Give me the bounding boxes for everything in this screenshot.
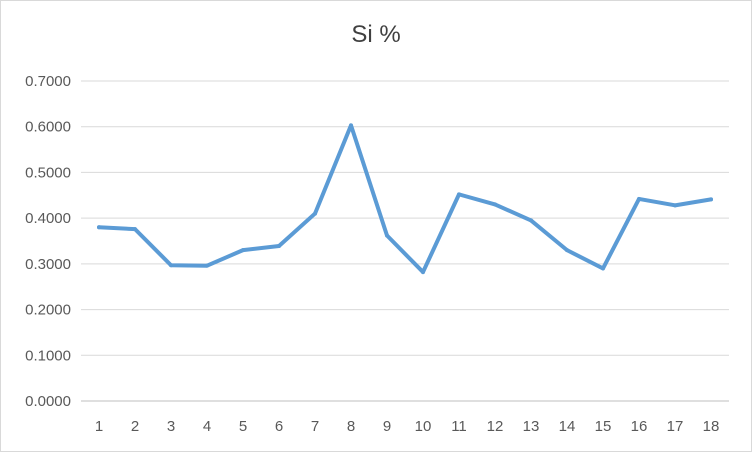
data-point: [421, 270, 425, 275]
data-point: [457, 192, 461, 197]
series-line: [97, 123, 713, 275]
y-tick-label: 0.5000: [25, 164, 71, 181]
x-tick-label: 15: [595, 418, 612, 435]
data-point: [637, 196, 641, 201]
data-point: [349, 123, 353, 128]
x-tick-label: 5: [239, 418, 247, 435]
data-point: [673, 203, 677, 208]
y-tick-label: 0.2000: [25, 302, 71, 319]
data-point: [97, 225, 101, 230]
chart-title: Si %: [351, 21, 401, 48]
x-tick-label: 16: [631, 418, 648, 435]
data-point: [133, 227, 137, 232]
data-point: [493, 202, 497, 207]
data-point: [313, 211, 317, 216]
x-tick-label: 10: [415, 418, 432, 435]
y-tick-label: 0.7000: [25, 73, 71, 90]
y-tick-label: 0.1000: [25, 347, 71, 364]
data-point: [601, 266, 605, 271]
x-tick-label: 11: [451, 418, 467, 435]
data-point: [277, 244, 281, 249]
data-point: [709, 197, 713, 202]
x-tick-label: 8: [347, 418, 355, 435]
x-tick-label: 13: [523, 418, 540, 435]
data-point: [205, 263, 209, 268]
x-tick-label: 2: [131, 418, 139, 435]
x-tick-label: 1: [95, 418, 103, 435]
x-tick-label: 17: [667, 418, 684, 435]
x-tick-label: 18: [703, 418, 720, 435]
x-tick-label: 9: [383, 418, 391, 435]
x-tick-label: 6: [275, 418, 283, 435]
y-tick-label: 0.6000: [25, 119, 71, 136]
data-point: [565, 248, 569, 253]
y-tick-label: 0.3000: [25, 256, 71, 273]
data-point: [169, 263, 173, 268]
data-point: [241, 248, 245, 253]
data-point: [529, 218, 533, 223]
x-tick-label: 4: [203, 418, 211, 435]
series-layer: [97, 123, 713, 275]
x-tick-label: 12: [487, 418, 504, 435]
x-axis-tick-labels: 1 2 3 4 5 6 7 8 9 10 11 12 13 14 15 16 17 18: [95, 418, 720, 435]
y-tick-label: 0.4000: [25, 210, 71, 227]
y-tick-label: 0.0000: [25, 393, 71, 410]
data-point: [385, 233, 389, 238]
x-tick-label: 3: [167, 418, 175, 435]
x-tick-label: 14: [559, 418, 576, 435]
y-axis-tick-labels: 0.0000 0.1000 0.2000 0.3000 0.4000 0.5000 0.60…: [25, 73, 71, 410]
gridlines: [81, 80, 729, 402]
x-tick-label: 7: [311, 418, 319, 435]
